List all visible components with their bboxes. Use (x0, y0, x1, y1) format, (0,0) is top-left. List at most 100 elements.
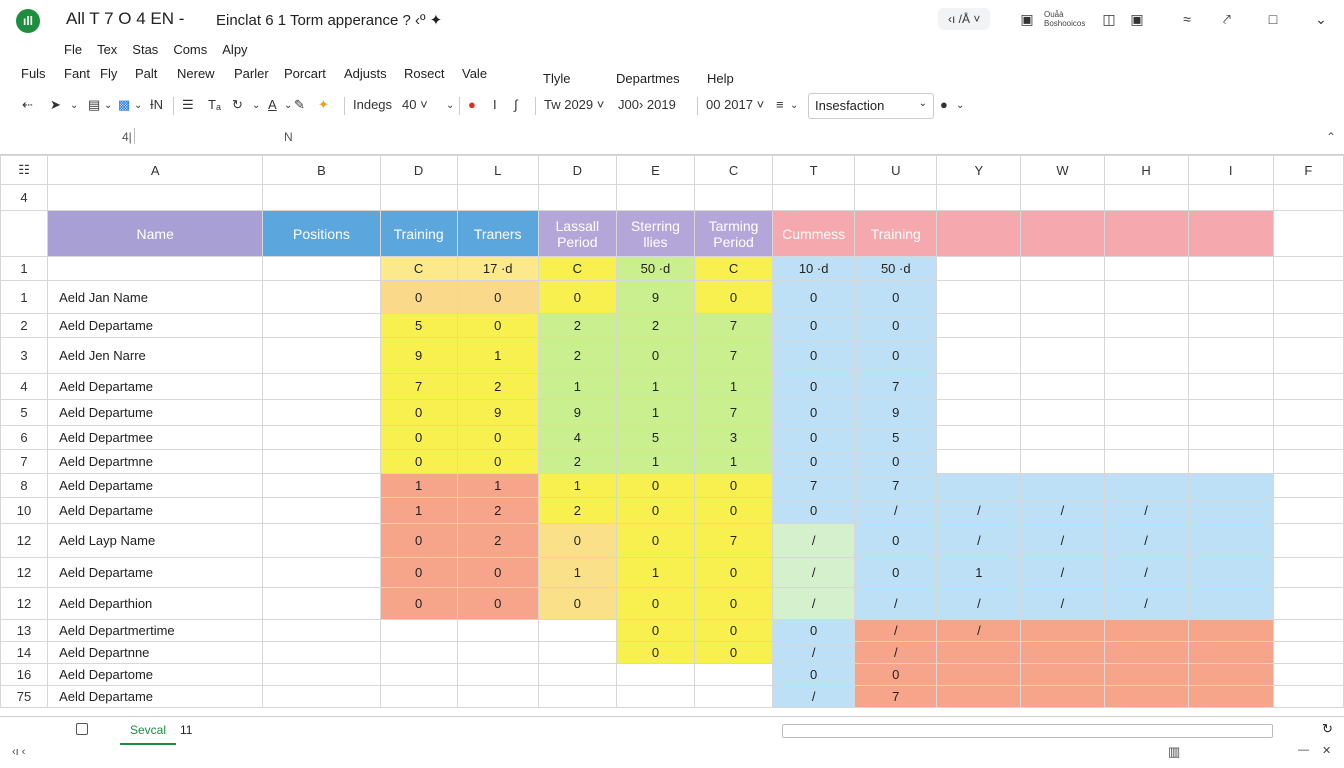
column-header[interactable]: L (456, 155, 539, 185)
chevron-down-icon[interactable]: ⌄ (284, 100, 293, 111)
value-cell[interactable] (693, 663, 774, 686)
value-cell[interactable] (1020, 373, 1105, 400)
cell[interactable] (1272, 373, 1344, 400)
value-cell[interactable] (1020, 619, 1105, 642)
cell[interactable] (854, 184, 938, 211)
value-cell[interactable] (1187, 619, 1274, 642)
value-cell[interactable]: / (936, 587, 1022, 620)
cell[interactable] (1272, 473, 1344, 498)
value-cell[interactable]: 1 (693, 449, 774, 474)
value-cell[interactable]: 2 (537, 337, 617, 374)
value-cell[interactable]: 5 (615, 425, 695, 450)
value-cell[interactable] (537, 641, 617, 664)
value-cell[interactable]: 0 (537, 523, 617, 558)
value-cell[interactable]: 0 (693, 497, 774, 524)
value-cell[interactable]: 0 (379, 449, 458, 474)
value-cell[interactable]: 0 (537, 587, 617, 620)
position-cell[interactable] (262, 619, 381, 642)
grid-apps-icon[interactable]: ▣ (1020, 10, 1034, 27)
chevron-down-icon[interactable]: ⌄ (446, 100, 455, 111)
value-cell[interactable]: / (1020, 587, 1105, 620)
cell[interactable] (379, 184, 458, 211)
position-cell[interactable] (262, 523, 381, 558)
value-cell[interactable] (936, 663, 1022, 686)
value-cell[interactable]: 4 (537, 425, 617, 450)
style-select[interactable]: Insesfaction ⌄ (808, 93, 934, 119)
value-cell[interactable]: 7 (854, 473, 938, 498)
cell[interactable] (1272, 210, 1344, 257)
value-cell[interactable]: 0 (693, 587, 774, 620)
value-cell[interactable]: 0 (379, 280, 458, 314)
column-header[interactable]: I (1187, 155, 1274, 185)
menu-item[interactable]: Tex (97, 42, 118, 57)
cell[interactable] (1020, 184, 1105, 211)
cell[interactable] (1272, 523, 1344, 558)
value-cell[interactable] (1103, 663, 1189, 686)
value-cell[interactable]: 0 (772, 280, 856, 314)
value-cell[interactable]: 9 (537, 399, 617, 426)
value-cell[interactable]: / (1020, 557, 1105, 588)
menu-item[interactable]: Porcart (284, 66, 326, 81)
menu-item[interactable]: Departmes (616, 71, 680, 86)
value-cell[interactable]: 0 (379, 399, 458, 426)
value-cell[interactable] (537, 663, 617, 686)
chevron-down-icon[interactable]: ⌄ (956, 100, 965, 111)
value-cell[interactable]: 2 (537, 449, 617, 474)
column-header[interactable]: D (379, 155, 458, 185)
column-title-cell[interactable]: Training (854, 210, 938, 257)
value-cell[interactable]: 1 (537, 557, 617, 588)
value-cell[interactable] (1103, 449, 1189, 474)
value-cell[interactable]: C (379, 256, 458, 281)
value-cell[interactable] (936, 373, 1022, 400)
value-cell[interactable] (1020, 425, 1105, 450)
cell[interactable] (615, 184, 695, 211)
value-cell[interactable]: 7 (693, 337, 774, 374)
value-cell[interactable] (1020, 256, 1105, 281)
name-cell[interactable]: Aeld Departame (47, 685, 264, 708)
spreadsheet-grid[interactable]: ☷ A B D L D E C T U Y W H I F 4 Name Positions Training Tr… (0, 154, 1344, 716)
value-cell[interactable] (1187, 256, 1274, 281)
account-pill[interactable]: ‹ı /Å ˅ (938, 8, 991, 30)
position-cell[interactable] (262, 449, 381, 474)
chevron-down-icon[interactable]: ⌄ (790, 100, 799, 111)
spell-check-icon[interactable]: ƗN (150, 97, 163, 112)
value-cell[interactable] (1187, 685, 1274, 708)
row-header[interactable]: 75 (0, 685, 49, 708)
value-cell[interactable]: 5 (854, 425, 938, 450)
help-icon[interactable]: ● (940, 97, 948, 112)
menu-item[interactable]: Tlyle (543, 71, 571, 86)
value-cell[interactable] (615, 663, 695, 686)
value-cell[interactable]: 0 (693, 619, 774, 642)
position-cell[interactable] (262, 373, 381, 400)
cell[interactable] (1272, 619, 1344, 642)
name-cell[interactable]: Aeld Departmee (47, 425, 264, 450)
menu-item[interactable]: Vale (462, 66, 488, 81)
chevron-down-icon[interactable]: ⌄ (104, 100, 113, 111)
value-cell[interactable]: 7 (379, 373, 458, 400)
date-select-2[interactable]: J00› 2019 (618, 97, 676, 112)
cell[interactable] (772, 184, 856, 211)
name-cell[interactable]: Aeld Departame (47, 473, 264, 498)
formula-icon[interactable]: ∫ (514, 97, 518, 112)
row-header[interactable]: 3 (0, 337, 49, 374)
value-cell[interactable] (379, 619, 458, 642)
cell[interactable] (1272, 587, 1344, 620)
cell[interactable] (262, 184, 381, 211)
row-header[interactable] (0, 210, 49, 257)
name-cell[interactable]: Aeld Departhion (47, 587, 264, 620)
row-header[interactable]: 12 (0, 587, 49, 620)
value-cell[interactable] (1187, 587, 1274, 620)
menu-item[interactable]: Adjusts (344, 66, 387, 81)
value-cell[interactable]: 0 (379, 425, 458, 450)
link-icon[interactable]: ↻ (232, 97, 243, 112)
value-cell[interactable]: 7 (854, 685, 938, 708)
person-icon[interactable]: ● (468, 97, 476, 112)
value-cell[interactable]: 0 (379, 523, 458, 558)
activity-icon[interactable]: ≈ (1183, 11, 1191, 27)
value-cell[interactable] (379, 685, 458, 708)
cell[interactable] (1272, 425, 1344, 450)
cell[interactable] (537, 184, 617, 211)
value-cell[interactable]: 50 ·d (854, 256, 938, 281)
value-cell[interactable] (1187, 497, 1274, 524)
position-cell[interactable] (262, 256, 381, 281)
